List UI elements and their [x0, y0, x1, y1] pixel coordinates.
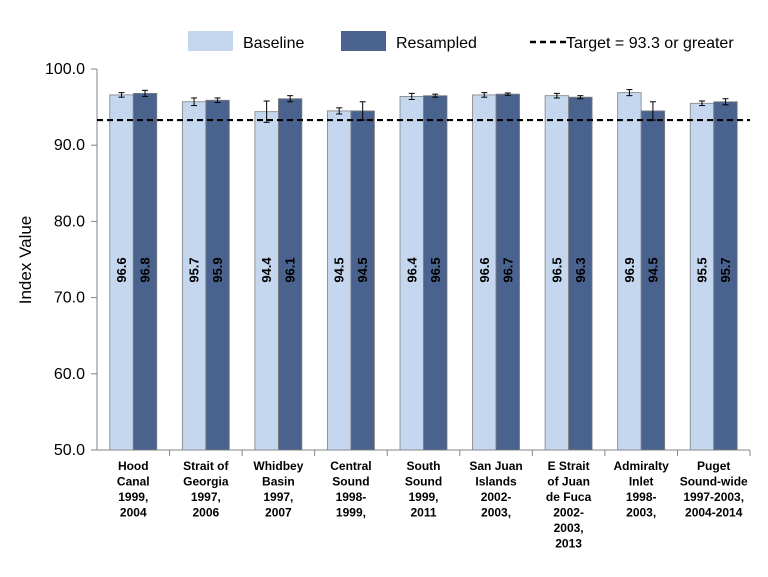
- x-category-label: E Strait: [548, 459, 590, 473]
- x-category-label: Islands: [475, 475, 517, 489]
- x-category-label: 1998-: [336, 490, 367, 504]
- x-category-label: Puget: [697, 459, 730, 473]
- x-category-label: 2002-: [481, 490, 512, 504]
- data-label: 96.7: [500, 257, 515, 282]
- x-category-label: 1999,: [336, 506, 366, 520]
- x-category-label: 2003,: [554, 521, 584, 535]
- x-category-label: Georgia: [183, 475, 229, 489]
- y-tick-label: 90.0: [54, 137, 85, 154]
- data-label: 95.5: [694, 257, 709, 282]
- data-label: 95.7: [718, 257, 733, 282]
- y-tick-label: 70.0: [54, 290, 85, 307]
- x-category-label: 2011: [410, 506, 436, 520]
- x-category-label: 1998-: [626, 490, 657, 504]
- x-category-label: of Juan: [547, 475, 590, 489]
- x-category-label: 1999,: [118, 490, 148, 504]
- data-label: 96.6: [477, 257, 492, 282]
- y-axis-title: Index Value: [16, 216, 35, 305]
- y-tick-label: 80.0: [54, 213, 85, 230]
- x-category-label: Strait of: [183, 459, 229, 473]
- y-tick-label: 50.0: [54, 442, 85, 459]
- plot-area: 50.0 60.0 70.0 80.0 90.0 100.0 96.6 96.8 Hood Can…: [45, 61, 751, 551]
- x-category-label: Admiralty: [613, 459, 669, 473]
- data-label: 94.5: [645, 257, 660, 282]
- data-label: 95.7: [187, 257, 202, 282]
- legend-swatch-baseline: [188, 31, 233, 51]
- x-category-label: 2004-2014: [685, 506, 743, 520]
- legend-label-target: Target = 93.3 or greater: [566, 35, 734, 52]
- legend-label-resampled: Resampled: [396, 35, 477, 52]
- x-category-label: 2007: [265, 506, 292, 520]
- x-category-label: Sound-wide: [680, 475, 748, 489]
- x-category-label: Inlet: [629, 475, 654, 489]
- y-tick-label: 60.0: [54, 366, 85, 383]
- x-category-label: San Juan: [469, 459, 522, 473]
- legend-label-baseline: Baseline: [243, 35, 304, 52]
- x-category-label: Basin: [262, 475, 295, 489]
- data-label: 94.5: [355, 257, 370, 282]
- data-label: 96.3: [573, 257, 588, 282]
- x-category-label: 2002-: [553, 506, 584, 520]
- legend-swatch-resampled: [341, 31, 386, 51]
- x-category-label: 2006: [192, 506, 219, 520]
- x-category-label: de Fuca: [546, 490, 592, 504]
- x-category-label: Sound: [332, 475, 369, 489]
- x-category-label: 1997,: [191, 490, 221, 504]
- x-category-label: Central: [330, 459, 371, 473]
- x-category-label: 1997,: [263, 490, 293, 504]
- x-category-label: 2004: [120, 506, 147, 520]
- x-category-label: 2003,: [626, 506, 656, 520]
- x-category-label: Whidbey: [253, 459, 303, 473]
- data-label: 96.1: [283, 257, 298, 282]
- legend: Baseline Resampled Target = 93.3 or grea…: [188, 31, 734, 52]
- data-label: 96.8: [138, 257, 153, 282]
- x-category-label: South: [407, 459, 441, 473]
- data-label: 95.9: [210, 257, 225, 282]
- data-label: 96.6: [114, 257, 129, 282]
- x-category-label: Hood: [118, 459, 149, 473]
- data-label: 96.5: [549, 257, 564, 282]
- data-label: 96.5: [428, 257, 443, 282]
- x-category-label: 2003,: [481, 506, 511, 520]
- data-label: 94.4: [259, 257, 274, 283]
- data-label: 94.5: [332, 257, 347, 282]
- data-label: 96.9: [622, 257, 637, 282]
- y-tick-label: 100.0: [45, 61, 85, 78]
- x-category-label: 1999,: [408, 490, 438, 504]
- x-category-label: 1997-2003,: [683, 490, 744, 504]
- x-category-label: 2013: [555, 537, 582, 551]
- data-label: 96.4: [404, 257, 419, 283]
- x-category-label: Canal: [117, 475, 150, 489]
- x-category-label: Sound: [405, 475, 442, 489]
